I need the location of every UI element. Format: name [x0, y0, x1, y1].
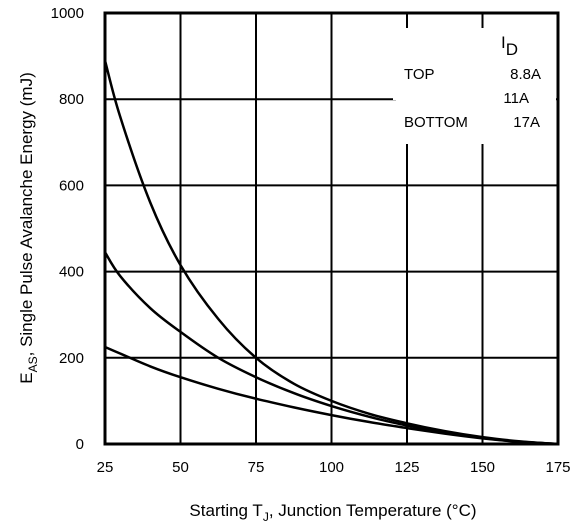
- y-tick-label: 0: [76, 436, 84, 453]
- x-tick-label: 75: [248, 459, 265, 476]
- legend-row-bottom-value: 17A: [513, 114, 540, 131]
- x-tick-label: 50: [172, 459, 189, 476]
- y-tick-labels: 0 200 400 600 800 1000: [51, 5, 84, 453]
- x-tick-label: 125: [394, 459, 419, 476]
- legend-background: [393, 28, 556, 144]
- x-tick-label: 150: [470, 459, 495, 476]
- legend-row-top-value: 8.8A: [510, 66, 541, 83]
- plot-frame: [103, 11, 560, 446]
- legend-row-top-position: TOP: [404, 66, 435, 83]
- legend-mask-top: [393, 28, 556, 100]
- y-tick-label: 1000: [51, 5, 84, 22]
- legend: ID TOP 8.8A 11A BOTTOM 17A: [404, 33, 541, 131]
- y-axis-label: EAS, Single Pulse Avalanche Energy (mJ): [17, 72, 40, 383]
- x-tick-label: 100: [319, 459, 344, 476]
- x-tick-labels: 25 50 75 100 125 150 175: [97, 459, 571, 476]
- x-tick-label: 175: [545, 459, 570, 476]
- x-axis-label: Starting TJ, Junction Temperature (°C): [189, 501, 476, 524]
- x-tick-label: 25: [97, 459, 114, 476]
- legend-row-bottom-position: BOTTOM: [404, 114, 468, 131]
- legend-row-mid-value: 11A: [503, 90, 529, 107]
- series-lines: [103, 60, 559, 446]
- y-tick-label: 600: [59, 177, 84, 194]
- legend-mask-bottom: [396, 100, 556, 144]
- series-line-17A: [104, 345, 559, 446]
- legend-title: ID: [501, 33, 518, 59]
- y-tick-label: 400: [59, 264, 84, 281]
- y-tick-label: 200: [59, 350, 84, 367]
- y-tick-label: 800: [59, 91, 84, 108]
